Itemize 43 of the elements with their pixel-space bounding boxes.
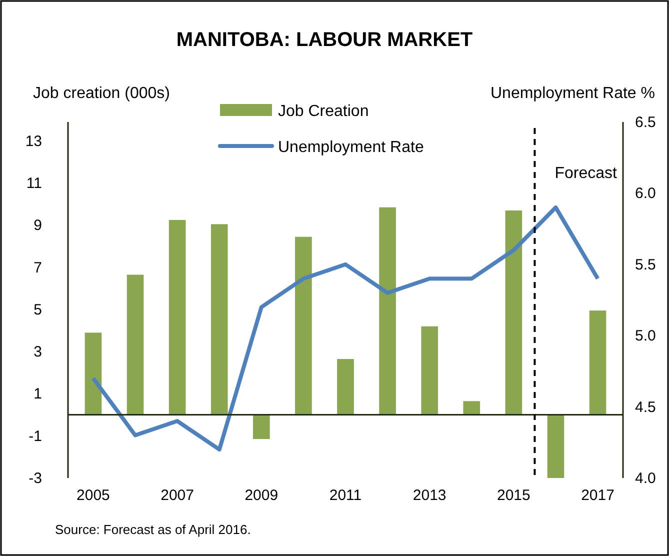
y2-tick-label: 4.5: [635, 398, 656, 416]
bar: [84, 332, 102, 415]
bar: [168, 220, 186, 415]
y2-tick-label: 5.0: [635, 328, 656, 345]
y-tick-label: 11: [26, 175, 42, 192]
chart-title: MANITOBA: LABOUR MARKET: [176, 29, 473, 51]
x-tick-label: 2013: [412, 487, 446, 504]
y-axis-title: Job creation (000s): [33, 85, 170, 102]
legend-label: Unemployment Rate: [278, 139, 424, 156]
bar: [463, 401, 480, 415]
bar: [547, 414, 564, 478]
bar: [589, 310, 606, 415]
y2-tick-label: 6.0: [635, 185, 656, 202]
ref-line-label: Forecast: [554, 165, 618, 182]
y-tick-label: 13: [25, 132, 42, 150]
y2-tick-label: 4.0: [635, 470, 656, 487]
y2-tick-label: 5.5: [635, 256, 656, 274]
legend-label: Job Creation: [278, 103, 369, 120]
y2-tick-label: 6.5: [635, 114, 656, 131]
y-tick-label: -3: [28, 470, 42, 487]
y-tick-label: 9: [34, 217, 42, 234]
y-tick-label: 3: [34, 344, 42, 361]
x-tick-label: 2009: [244, 487, 278, 504]
y-tick-label: 7: [34, 259, 42, 276]
bar: [337, 358, 354, 415]
bar: [126, 274, 144, 415]
bar: [379, 207, 396, 415]
y2-axis-title: Unemployment Rate %: [490, 85, 655, 102]
y-tick-label: 1: [34, 386, 42, 403]
bar: [421, 326, 438, 415]
y-tick-label: 5: [34, 301, 42, 318]
x-tick-label: 2005: [76, 487, 110, 504]
line-series: [91, 205, 600, 452]
source-note: Source: Forecast as of April 2016.: [55, 522, 251, 537]
bar: [505, 210, 522, 415]
bar: [295, 236, 312, 415]
x-tick-label: 2017: [581, 487, 614, 504]
bar: [253, 414, 270, 440]
x-tick-label: 2011: [329, 487, 362, 504]
y-tick-label: -1: [28, 428, 42, 445]
x-tick-label: 2015: [496, 487, 530, 504]
x-tick-label: 2007: [160, 487, 194, 504]
bar: [210, 224, 228, 415]
